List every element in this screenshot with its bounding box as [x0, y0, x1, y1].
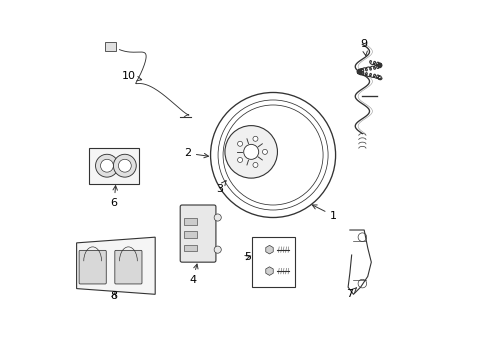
Circle shape	[357, 279, 366, 288]
Circle shape	[237, 141, 242, 146]
Bar	[183, 231, 196, 238]
Circle shape	[237, 157, 242, 162]
Circle shape	[214, 246, 221, 253]
Circle shape	[101, 159, 113, 172]
Circle shape	[243, 144, 258, 159]
FancyBboxPatch shape	[79, 250, 106, 284]
Bar	[183, 245, 196, 251]
Circle shape	[113, 154, 136, 177]
Circle shape	[118, 159, 131, 172]
FancyBboxPatch shape	[115, 250, 142, 284]
Text: 2: 2	[183, 148, 208, 158]
Polygon shape	[77, 237, 155, 294]
Text: 10: 10	[121, 71, 142, 81]
Circle shape	[252, 162, 258, 167]
Text: 1: 1	[312, 205, 337, 221]
Bar	[105, 42, 116, 51]
Text: 5: 5	[244, 252, 251, 262]
Text: 6: 6	[110, 186, 118, 208]
Bar	[183, 218, 196, 225]
Circle shape	[95, 154, 118, 177]
Text: 8: 8	[110, 291, 118, 301]
FancyBboxPatch shape	[180, 205, 216, 262]
Circle shape	[252, 136, 258, 141]
Text: 3: 3	[216, 181, 225, 194]
Text: 9: 9	[360, 39, 367, 56]
Text: 4: 4	[189, 264, 198, 285]
FancyBboxPatch shape	[251, 237, 294, 287]
FancyBboxPatch shape	[89, 148, 139, 184]
Text: 7: 7	[346, 288, 356, 299]
Circle shape	[224, 126, 277, 178]
Circle shape	[357, 233, 366, 242]
Circle shape	[214, 214, 221, 221]
Polygon shape	[265, 267, 273, 275]
Polygon shape	[265, 246, 273, 254]
Circle shape	[262, 149, 267, 154]
